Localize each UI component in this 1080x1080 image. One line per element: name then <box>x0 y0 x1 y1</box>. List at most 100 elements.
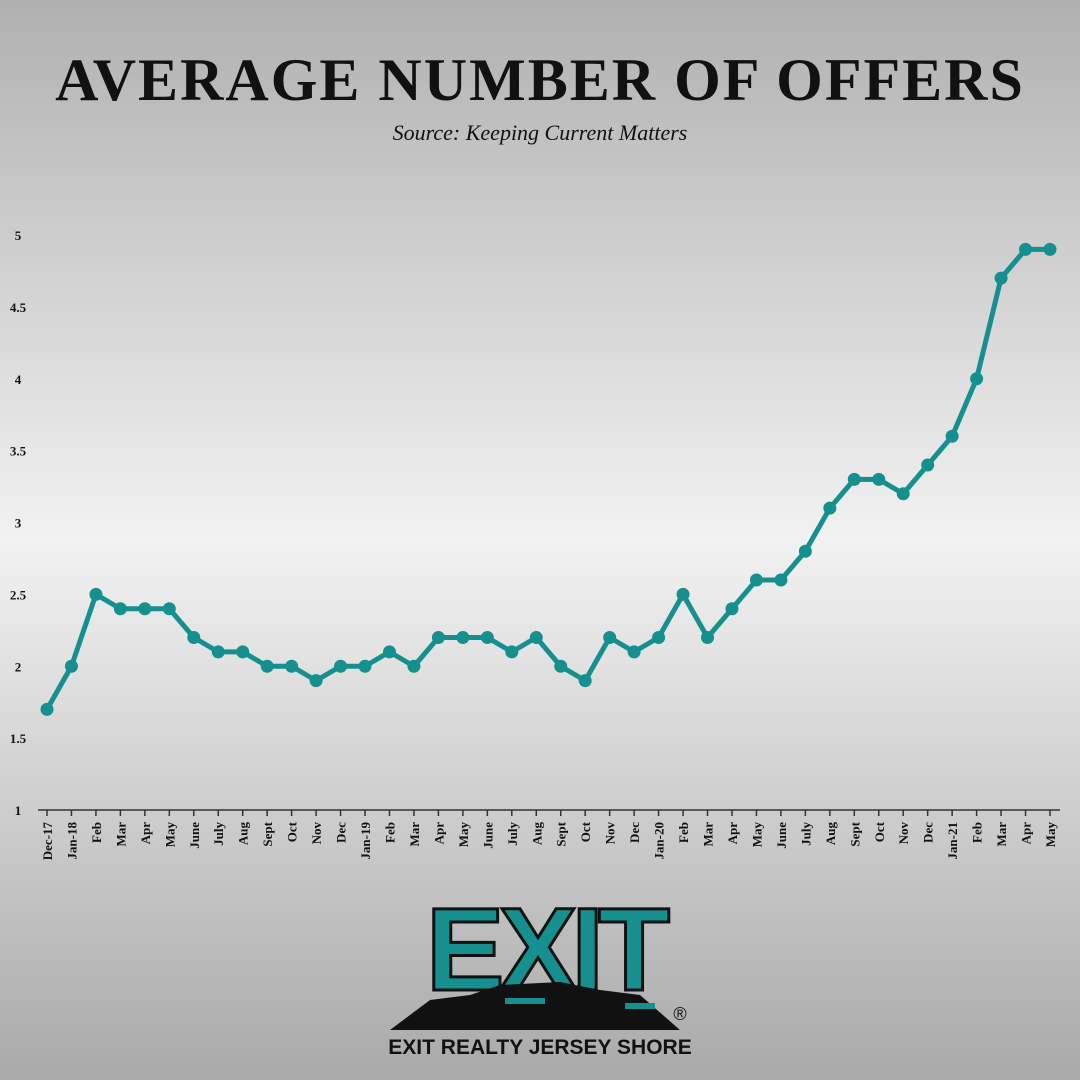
data-point <box>309 674 323 688</box>
x-tick-label: Sept <box>260 821 275 846</box>
x-tick-label: Apr <box>1019 822 1034 845</box>
data-point <box>603 631 617 644</box>
logo-window <box>625 1003 655 1009</box>
data-point <box>652 631 666 644</box>
data-point <box>725 602 739 616</box>
x-tick-label: Dec-17 <box>40 822 55 861</box>
x-tick-label: Jan-18 <box>64 822 79 860</box>
data-point <box>529 631 543 644</box>
x-tick-label: Apr <box>431 822 446 845</box>
data-point <box>627 645 641 659</box>
data-point <box>505 645 519 659</box>
x-tick-label: Jan-21 <box>945 822 960 860</box>
x-tick-label: Nov <box>896 822 911 845</box>
x-tick-label: July <box>798 822 813 846</box>
x-tick-label: Feb <box>970 822 985 843</box>
y-tick-label: 2.5 <box>10 587 27 602</box>
data-point <box>382 645 396 659</box>
x-tick-label: June <box>187 822 202 849</box>
x-tick-label: Jan-19 <box>358 822 373 860</box>
data-point <box>823 501 837 515</box>
data-point <box>554 659 568 673</box>
data-point <box>358 659 372 673</box>
data-point <box>701 631 715 644</box>
x-tick-label: Aug <box>529 822 544 846</box>
x-tick-label: Oct <box>872 821 887 842</box>
x-tick-label: Aug <box>823 822 838 846</box>
x-tick-label: Oct <box>285 821 300 842</box>
y-tick-label: 5 <box>15 228 22 243</box>
y-tick-label: 3 <box>15 516 22 531</box>
x-tick-label: Nov <box>309 822 324 845</box>
data-point <box>749 573 763 587</box>
data-point <box>285 659 299 673</box>
x-tick-label: June <box>774 822 789 849</box>
x-tick-label: Oct <box>578 821 593 842</box>
logo-window <box>505 998 545 1004</box>
data-point <box>872 472 886 486</box>
x-tick-label: Feb <box>89 822 104 843</box>
x-tick-label: May <box>162 822 177 848</box>
data-point <box>187 631 201 644</box>
data-point <box>64 659 78 673</box>
x-tick-label: Dec <box>334 822 349 843</box>
y-tick-label: 3.5 <box>10 444 27 459</box>
data-point <box>1043 242 1057 256</box>
data-point <box>896 487 910 501</box>
logo-houses <box>390 982 680 1030</box>
x-tick-label: July <box>505 822 520 846</box>
data-point <box>994 271 1008 285</box>
data-point <box>1019 242 1033 256</box>
x-tick-label: July <box>211 822 226 846</box>
x-tick-label: Mar <box>113 822 128 847</box>
x-tick-label: Sept <box>554 821 569 846</box>
logo: EXIT ® EXIT REALTY JERSEY SHORE <box>388 883 691 1060</box>
data-point <box>847 472 861 486</box>
x-tick-label: Feb <box>382 822 397 843</box>
x-tick-label: Dec <box>921 822 936 843</box>
y-tick-label: 1.5 <box>10 731 27 746</box>
x-tick-label: Sept <box>847 821 862 846</box>
data-point <box>798 544 812 558</box>
chart-title: AVERAGE NUMBER OF OFFERS <box>55 47 1025 113</box>
x-tick-label: Dec <box>627 822 642 843</box>
data-point <box>138 602 152 616</box>
x-tick-label: Mar <box>701 822 716 847</box>
data-point <box>676 587 690 601</box>
x-tick-label: Apr <box>138 822 153 845</box>
data-point <box>260 659 274 673</box>
data-point <box>970 372 984 386</box>
x-tick-label: Aug <box>236 822 251 846</box>
data-point <box>480 631 494 644</box>
data-point <box>456 631 470 644</box>
x-tick-label: May <box>456 822 471 848</box>
x-tick-label: June <box>480 822 495 849</box>
y-tick-label: 2 <box>15 659 22 674</box>
chart-subtitle: Source: Keeping Current Matters <box>393 120 688 145</box>
data-point <box>407 659 421 673</box>
logo-caption: EXIT REALTY JERSEY SHORE <box>388 1036 691 1059</box>
data-point <box>211 645 225 659</box>
y-tick-label: 4 <box>15 372 22 387</box>
data-point <box>162 602 176 616</box>
x-tick-label: May <box>749 822 764 848</box>
x-tick-label: Apr <box>725 822 740 845</box>
y-tick-label: 4.5 <box>10 300 27 315</box>
data-point <box>334 659 348 673</box>
data-point <box>774 573 788 587</box>
x-tick-label: Mar <box>407 822 422 847</box>
x-tick-label: Feb <box>676 822 691 843</box>
data-point <box>431 631 445 644</box>
data-point <box>921 458 935 472</box>
data-point <box>945 429 959 443</box>
data-point <box>236 645 250 659</box>
data-point <box>40 702 54 716</box>
data-point <box>113 602 127 616</box>
x-tick-label: Mar <box>994 822 1009 847</box>
data-point <box>578 674 592 688</box>
x-tick-label: Jan-20 <box>652 822 667 860</box>
data-point <box>89 587 103 601</box>
